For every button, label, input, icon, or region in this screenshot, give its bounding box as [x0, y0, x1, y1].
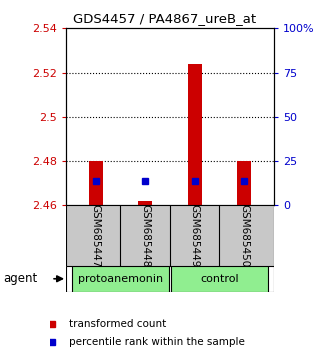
Text: GSM685447: GSM685447	[91, 204, 101, 267]
Text: percentile rank within the sample: percentile rank within the sample	[69, 337, 245, 347]
Text: protoanemonin: protoanemonin	[78, 274, 163, 284]
Text: transformed count: transformed count	[69, 319, 166, 329]
Text: GSM685448: GSM685448	[140, 204, 150, 267]
Bar	[89, 161, 103, 205]
Text: agent: agent	[3, 272, 38, 285]
Bar	[72, 266, 169, 292]
Text: GSM685450: GSM685450	[239, 204, 249, 267]
Bar	[188, 64, 202, 205]
Bar	[138, 201, 152, 205]
Text: GSM685449: GSM685449	[190, 204, 200, 267]
Text: control: control	[200, 274, 239, 284]
Bar	[171, 266, 268, 292]
Text: GDS4457 / PA4867_ureB_at: GDS4457 / PA4867_ureB_at	[74, 12, 256, 25]
Bar	[237, 161, 251, 205]
